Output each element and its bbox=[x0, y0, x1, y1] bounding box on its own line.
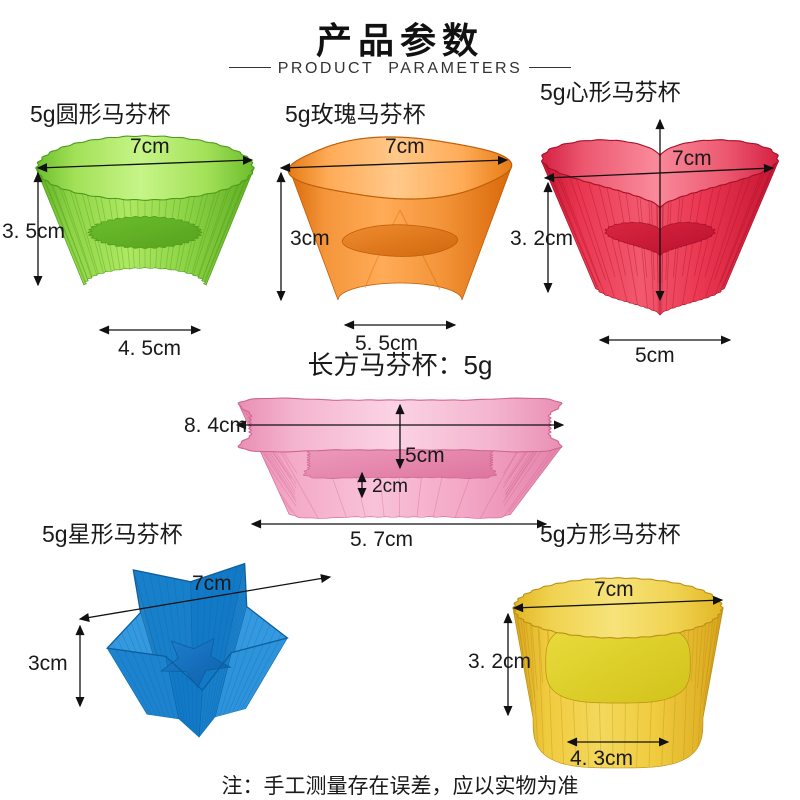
svg-text:5g心形马芬杯: 5g心形马芬杯 bbox=[540, 79, 681, 105]
svg-text:4. 5cm: 4. 5cm bbox=[118, 337, 181, 360]
svg-text:3. 5cm: 3. 5cm bbox=[2, 220, 65, 243]
svg-text:7cm: 7cm bbox=[672, 147, 712, 170]
svg-text:5cm: 5cm bbox=[635, 344, 675, 367]
svg-text:3cm: 3cm bbox=[28, 652, 68, 675]
svg-text:5g星形马芬杯: 5g星形马芬杯 bbox=[42, 521, 183, 547]
svg-text:长方马芬杯：5g: 长方马芬杯：5g bbox=[308, 350, 493, 380]
svg-text:注：手工测量存在误差，应以实物为准: 注：手工测量存在误差，应以实物为准 bbox=[222, 775, 579, 798]
svg-text:7cm: 7cm bbox=[594, 578, 634, 601]
svg-text:3. 2cm: 3. 2cm bbox=[510, 227, 573, 250]
svg-text:2cm: 2cm bbox=[372, 476, 408, 497]
svg-text:5. 7cm: 5. 7cm bbox=[350, 528, 413, 551]
svg-text:5g圆形马芬杯: 5g圆形马芬杯 bbox=[30, 101, 171, 127]
svg-text:5cm: 5cm bbox=[405, 444, 445, 467]
svg-text:7cm: 7cm bbox=[192, 572, 232, 595]
svg-text:7cm: 7cm bbox=[130, 135, 170, 158]
svg-text:5g方形马芬杯: 5g方形马芬杯 bbox=[540, 521, 681, 547]
svg-text:5g玫瑰马芬杯: 5g玫瑰马芬杯 bbox=[285, 101, 426, 127]
svg-text:3cm: 3cm bbox=[290, 227, 330, 250]
svg-text:3. 2cm: 3. 2cm bbox=[468, 650, 531, 673]
svg-text:7cm: 7cm bbox=[385, 135, 425, 158]
svg-text:4. 3cm: 4. 3cm bbox=[570, 747, 633, 770]
svg-text:8. 4cm: 8. 4cm bbox=[184, 414, 247, 437]
